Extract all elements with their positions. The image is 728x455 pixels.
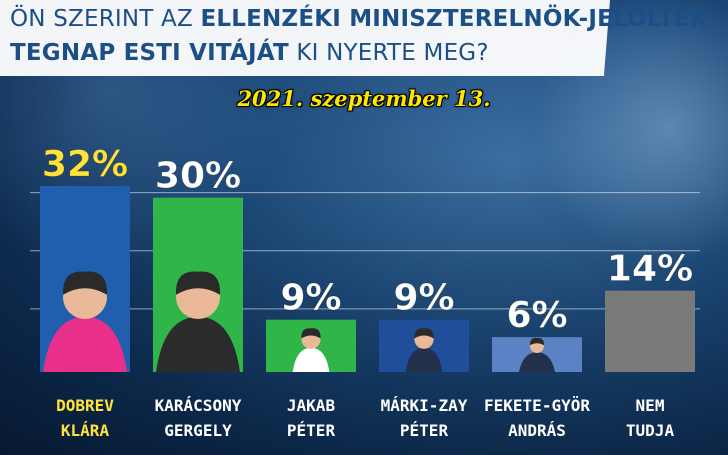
title-line-2-bold: TEGNAP ESTI VITÁJÁT <box>10 40 289 66</box>
bar <box>605 290 695 372</box>
category-label: ANDRÁS <box>508 421 566 440</box>
portrait-body <box>405 347 443 372</box>
category-label: PÉTER <box>287 421 336 440</box>
portrait-hair <box>175 271 221 295</box>
category-label: DOBREV <box>56 396 114 415</box>
title-line-2: TEGNAP ESTI VITÁJÁT KI NYERTE MEG? <box>10 40 489 66</box>
value-label: 14% <box>607 249 693 290</box>
value-label: 9% <box>280 278 341 319</box>
category-label: TUDJA <box>626 421 675 440</box>
category-label: JAKAB <box>287 396 336 415</box>
portrait-hair <box>529 337 545 346</box>
portrait-body <box>43 316 127 372</box>
category-label: MÁRKI-ZAY <box>381 396 468 415</box>
portrait-body <box>156 316 240 372</box>
category-label: FEKETE-GYÖR <box>484 396 590 415</box>
portrait-hair <box>301 328 321 339</box>
portrait-body <box>519 352 555 372</box>
title-line-1-bold: ELLENZÉKI MINISZTERELNÖK-JELÖLTEK <box>200 6 708 32</box>
category-label: KLÁRA <box>61 421 110 440</box>
title-line-1: ÖN SZERINT AZ ELLENZÉKI MINISZTERELNÖK-J… <box>10 6 708 32</box>
value-label: 9% <box>393 278 454 319</box>
date-label: 2021. szeptember 13. <box>237 86 491 111</box>
category-label: KARÁCSONY <box>155 396 242 415</box>
portrait-hair <box>62 271 108 295</box>
value-label: 6% <box>506 295 567 336</box>
title-banner <box>0 0 610 76</box>
value-label: 32% <box>42 144 128 185</box>
category-label: NEM <box>636 396 665 415</box>
category-label: PÉTER <box>400 421 449 440</box>
title-line-2-rest: KI NYERTE MEG? <box>288 40 489 66</box>
portrait-hair <box>414 328 434 339</box>
title-line-1-prefix: ÖN SZERINT AZ <box>10 6 201 32</box>
category-label: GERGELY <box>164 421 232 440</box>
value-label: 30% <box>155 156 241 197</box>
portrait-body <box>292 347 330 372</box>
